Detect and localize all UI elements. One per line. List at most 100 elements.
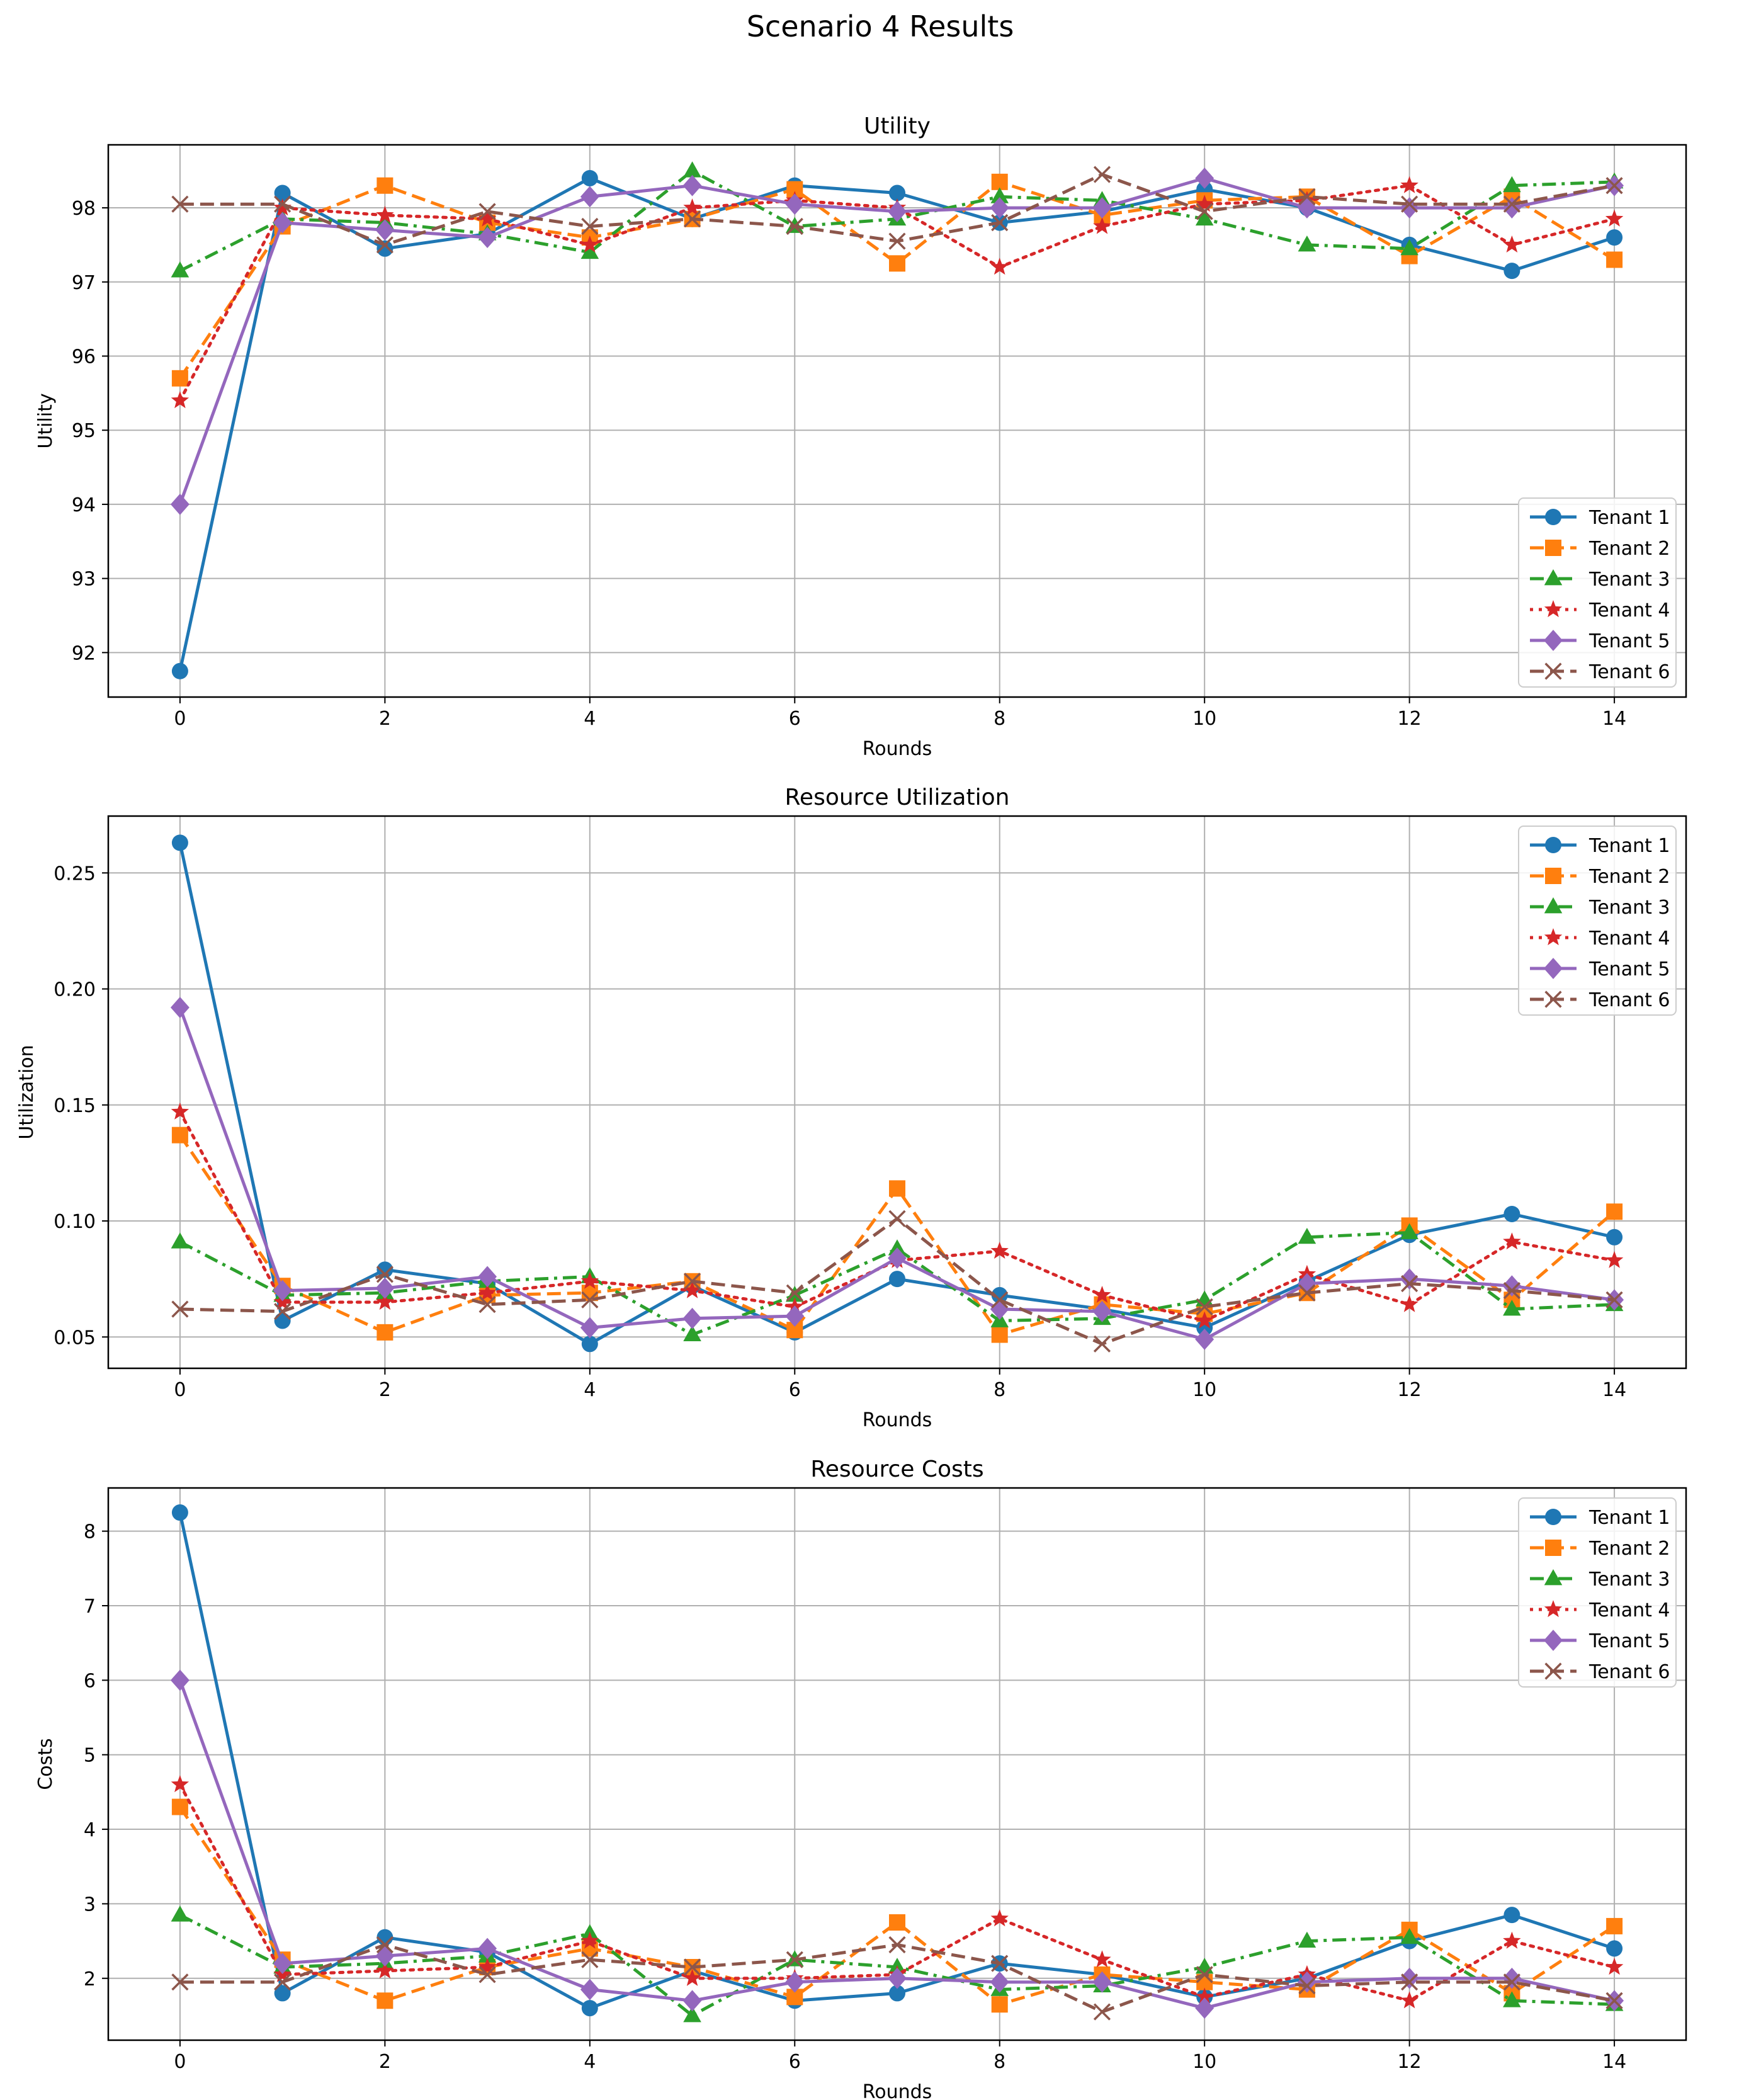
series-6: [171, 1936, 1623, 2021]
data-point: [1196, 1966, 1213, 1984]
data-point: [478, 1283, 497, 1301]
legend-marker: [1545, 1540, 1561, 1556]
data-point: [171, 1127, 188, 1144]
data-point: [170, 494, 190, 515]
data-point: [1503, 1907, 1520, 1924]
data-point: [580, 1317, 599, 1339]
data-point: [1401, 195, 1418, 213]
data-point: [682, 1307, 702, 1329]
data-point: [581, 1951, 599, 1968]
data-point: [376, 1293, 394, 1310]
data-point: [1503, 1281, 1520, 1300]
x-tick-label: 14: [1602, 708, 1626, 730]
data-point: [991, 214, 1009, 232]
data-point: [785, 1305, 805, 1327]
data-point: [683, 210, 701, 228]
data-point: [990, 258, 1009, 275]
legend-marker: [1544, 569, 1563, 586]
x-tick-label: 0: [174, 1379, 186, 1401]
data-point: [1400, 239, 1418, 256]
x-tick-label: 4: [584, 2051, 596, 2073]
data-point: [990, 187, 1009, 203]
data-point: [1298, 235, 1317, 252]
data-point: [889, 1914, 905, 1931]
legend-label: Tenant 6: [1588, 1661, 1670, 1683]
data-point: [171, 834, 188, 851]
x-tick-label: 14: [1602, 1379, 1626, 1401]
legend-marker: [1544, 1569, 1563, 1586]
series-6: [171, 166, 1623, 254]
data-point: [1196, 195, 1214, 212]
data-point: [1400, 176, 1418, 193]
legend-label: Tenant 1: [1588, 507, 1670, 529]
legend-marker: [1544, 958, 1563, 979]
y-tick-label: 0.20: [54, 979, 96, 1001]
data-point: [1605, 1291, 1623, 1308]
data-point: [889, 1271, 905, 1288]
data-point: [1503, 236, 1521, 253]
legend: Tenant 1 Tenant 2 Tenant 3 Tenant 4 Tenant 5…: [1518, 497, 1677, 688]
data-point: [376, 1961, 394, 1978]
data-point: [478, 203, 496, 220]
data-point: [1503, 1205, 1520, 1222]
data-point: [683, 1273, 701, 1290]
data-point: [376, 1266, 394, 1283]
data-point: [889, 1985, 905, 2002]
data-point: [274, 1303, 292, 1320]
data-point: [1093, 2003, 1111, 2021]
data-point: [785, 193, 805, 215]
data-point: [376, 236, 394, 254]
data-point: [580, 1271, 599, 1289]
data-point: [1093, 1335, 1111, 1353]
data-point: [1605, 1251, 1624, 1268]
y-tick-label: 6: [84, 1670, 96, 1692]
data-point: [1400, 1991, 1418, 2009]
data-point: [377, 1992, 394, 2009]
data-point: [1093, 166, 1111, 183]
data-point: [1503, 1991, 1521, 2007]
data-point: [478, 1966, 496, 1984]
legend-label: Tenant 2: [1588, 538, 1670, 560]
data-point: [273, 1953, 292, 1974]
legend-marker: [1544, 1630, 1563, 1651]
data-point: [375, 219, 395, 241]
data-point: [478, 209, 497, 227]
legend-label: Tenant 1: [1588, 835, 1670, 857]
data-point: [1298, 1284, 1316, 1302]
x-tick-label: 10: [1192, 1379, 1216, 1401]
y-tick-label: 5: [84, 1745, 96, 1767]
data-point: [683, 1281, 701, 1298]
data-point: [1606, 251, 1623, 268]
legend-marker: [1544, 1600, 1563, 1618]
data-point: [273, 212, 292, 234]
legend-marker: [1545, 509, 1561, 525]
data-point: [990, 1971, 1009, 1993]
data-point: [171, 662, 188, 679]
data-point: [171, 1973, 189, 1991]
data-point: [274, 1985, 291, 2002]
y-tick-label: 0.10: [54, 1211, 96, 1233]
chart-2: 0 2 4 6 8 10 12 14 0.05 0.10 0.15 0.20 0.25 Resource …: [16, 785, 1687, 1431]
legend-label: Tenant 2: [1588, 1538, 1670, 1560]
data-point: [1401, 1973, 1418, 1991]
data-point: [1503, 1300, 1521, 1316]
x-axis-label: Rounds: [863, 2081, 932, 2100]
data-point: [1298, 1977, 1316, 1995]
plot-frame: [107, 815, 1687, 1370]
chart-1: 0 2 4 6 8 10 12 14 92 93 94 95 96 97 98 Utility Rounds Ut…: [35, 113, 1687, 760]
data-point: [580, 186, 599, 208]
data-point: [580, 236, 599, 253]
data-point: [1196, 203, 1213, 220]
legend-marker: [1545, 540, 1561, 556]
y-axis-label: Costs: [35, 1738, 57, 1790]
x-tick-label: 2: [379, 1379, 391, 1401]
data-point: [991, 1996, 1008, 2013]
x-tick-label: 14: [1602, 2051, 1626, 2073]
y-tick-label: 3: [84, 1893, 96, 1916]
data-point: [1297, 1971, 1317, 1993]
data-point: [786, 1284, 803, 1302]
data-point: [171, 1504, 188, 1521]
data-point: [888, 1967, 907, 1989]
data-point: [888, 232, 906, 250]
data-point: [171, 1102, 190, 1120]
